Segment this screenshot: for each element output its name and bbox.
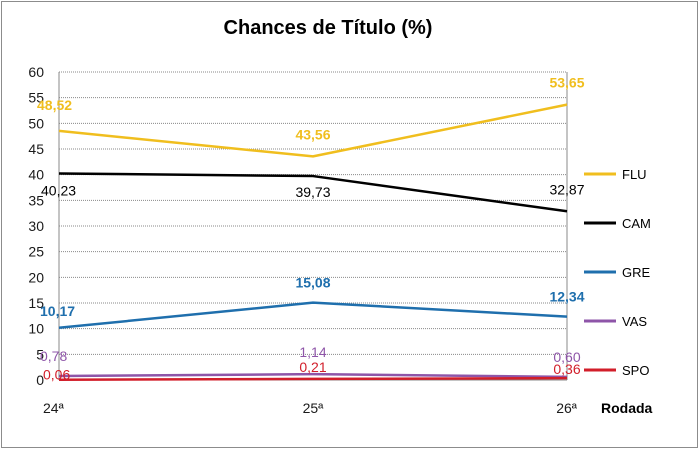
data-label-vas: 0,60 <box>553 349 580 365</box>
legend: FLU CAM GRE VAS SPO <box>584 167 651 378</box>
series-line-gre <box>58 301 568 330</box>
data-label-vas: 1,14 <box>299 344 326 360</box>
y-tick-label: 10 <box>28 321 44 337</box>
data-label-spo: 0,21 <box>299 359 326 375</box>
y-tick-label: 35 <box>28 192 44 208</box>
axes: 0 5 10 15 20 25 30 35 40 45 50 55 60 24ª 25ª 26ª <box>28 64 577 416</box>
legend-label-flu: FLU <box>622 167 647 182</box>
data-labels: 48,52 43,56 53,65 40,23 39,73 32,87 10,17 15,08… <box>37 75 585 383</box>
y-tick-label: 30 <box>28 218 44 234</box>
data-label-spo: 0,36 <box>553 361 580 377</box>
legend-label-vas: VAS <box>622 314 647 329</box>
data-label-spo: 0,06 <box>43 367 70 383</box>
data-label-flu: 43,56 <box>295 126 330 142</box>
y-tick-label: 40 <box>28 167 44 183</box>
data-label-cam: 40,23 <box>41 182 76 198</box>
x-tick-label: 24ª <box>43 400 65 416</box>
y-tick-label: 60 <box>28 64 44 80</box>
data-label-flu: 53,65 <box>549 75 584 91</box>
legend-label-cam: CAM <box>622 216 651 231</box>
series-lines <box>58 103 568 381</box>
data-label-flu: 48,52 <box>37 97 72 113</box>
y-tick-label: 20 <box>28 269 44 285</box>
data-label-gre: 15,08 <box>295 275 330 291</box>
x-tick-label: 25ª <box>303 400 325 416</box>
chart-title: Chances de Título (%) <box>224 17 433 39</box>
y-tick-label: 25 <box>28 244 44 260</box>
data-label-gre: 10,17 <box>40 303 75 319</box>
data-label-gre: 12,34 <box>549 289 584 305</box>
y-tick-label: 0 <box>36 372 44 388</box>
y-tick-label: 5 <box>36 346 44 362</box>
data-label-cam: 39,73 <box>295 184 330 200</box>
series-line-vas <box>58 372 568 379</box>
data-label-vas: 0,78 <box>40 348 67 364</box>
legend-label-gre: GRE <box>622 265 651 280</box>
x-tick-label: 26ª <box>556 400 578 416</box>
data-label-cam: 32,87 <box>549 181 584 197</box>
y-tick-label: 15 <box>28 295 44 311</box>
series-line-spo <box>58 376 568 381</box>
series-line-flu <box>58 103 568 158</box>
y-tick-label: 55 <box>28 90 44 106</box>
y-tick-label: 50 <box>28 115 44 131</box>
y-tick-label: 45 <box>28 141 44 157</box>
legend-label-spo: SPO <box>622 363 649 378</box>
series-line-cam <box>58 172 568 213</box>
x-axis-label: Rodada <box>601 400 653 416</box>
